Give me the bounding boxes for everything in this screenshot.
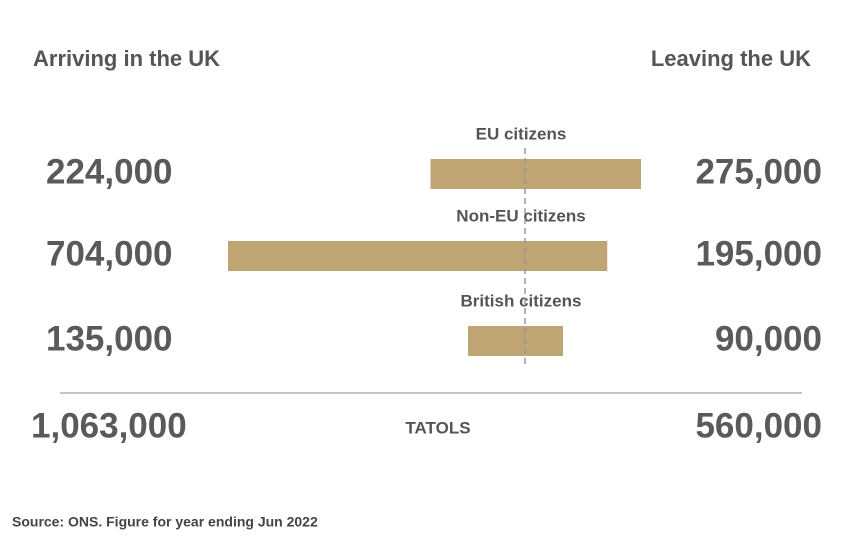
source: Source: ONS. Figure for year ending Jun …	[12, 514, 318, 530]
bar	[468, 326, 525, 356]
bar	[525, 241, 608, 271]
category-label: British citizens	[461, 291, 582, 310]
value-label: 224,000	[46, 152, 173, 191]
value-label: 195,000	[695, 234, 822, 273]
totals-label: TATOLS	[405, 418, 470, 437]
bar	[228, 241, 525, 271]
right-header: Leaving the UK	[651, 46, 811, 71]
left-header: Arriving in the UK	[33, 46, 220, 71]
bar	[525, 326, 563, 356]
category-label: Non-EU citizens	[456, 206, 585, 225]
value-label: 275,000	[695, 152, 822, 191]
value-label: 704,000	[46, 234, 173, 273]
value-label: 135,000	[46, 319, 173, 358]
left-total: 1,063,000	[31, 406, 187, 445]
category-label: EU citizens	[476, 124, 567, 143]
bar	[430, 159, 525, 189]
bar	[525, 159, 642, 189]
value-label: 90,000	[715, 319, 822, 358]
right-total: 560,000	[695, 406, 822, 445]
